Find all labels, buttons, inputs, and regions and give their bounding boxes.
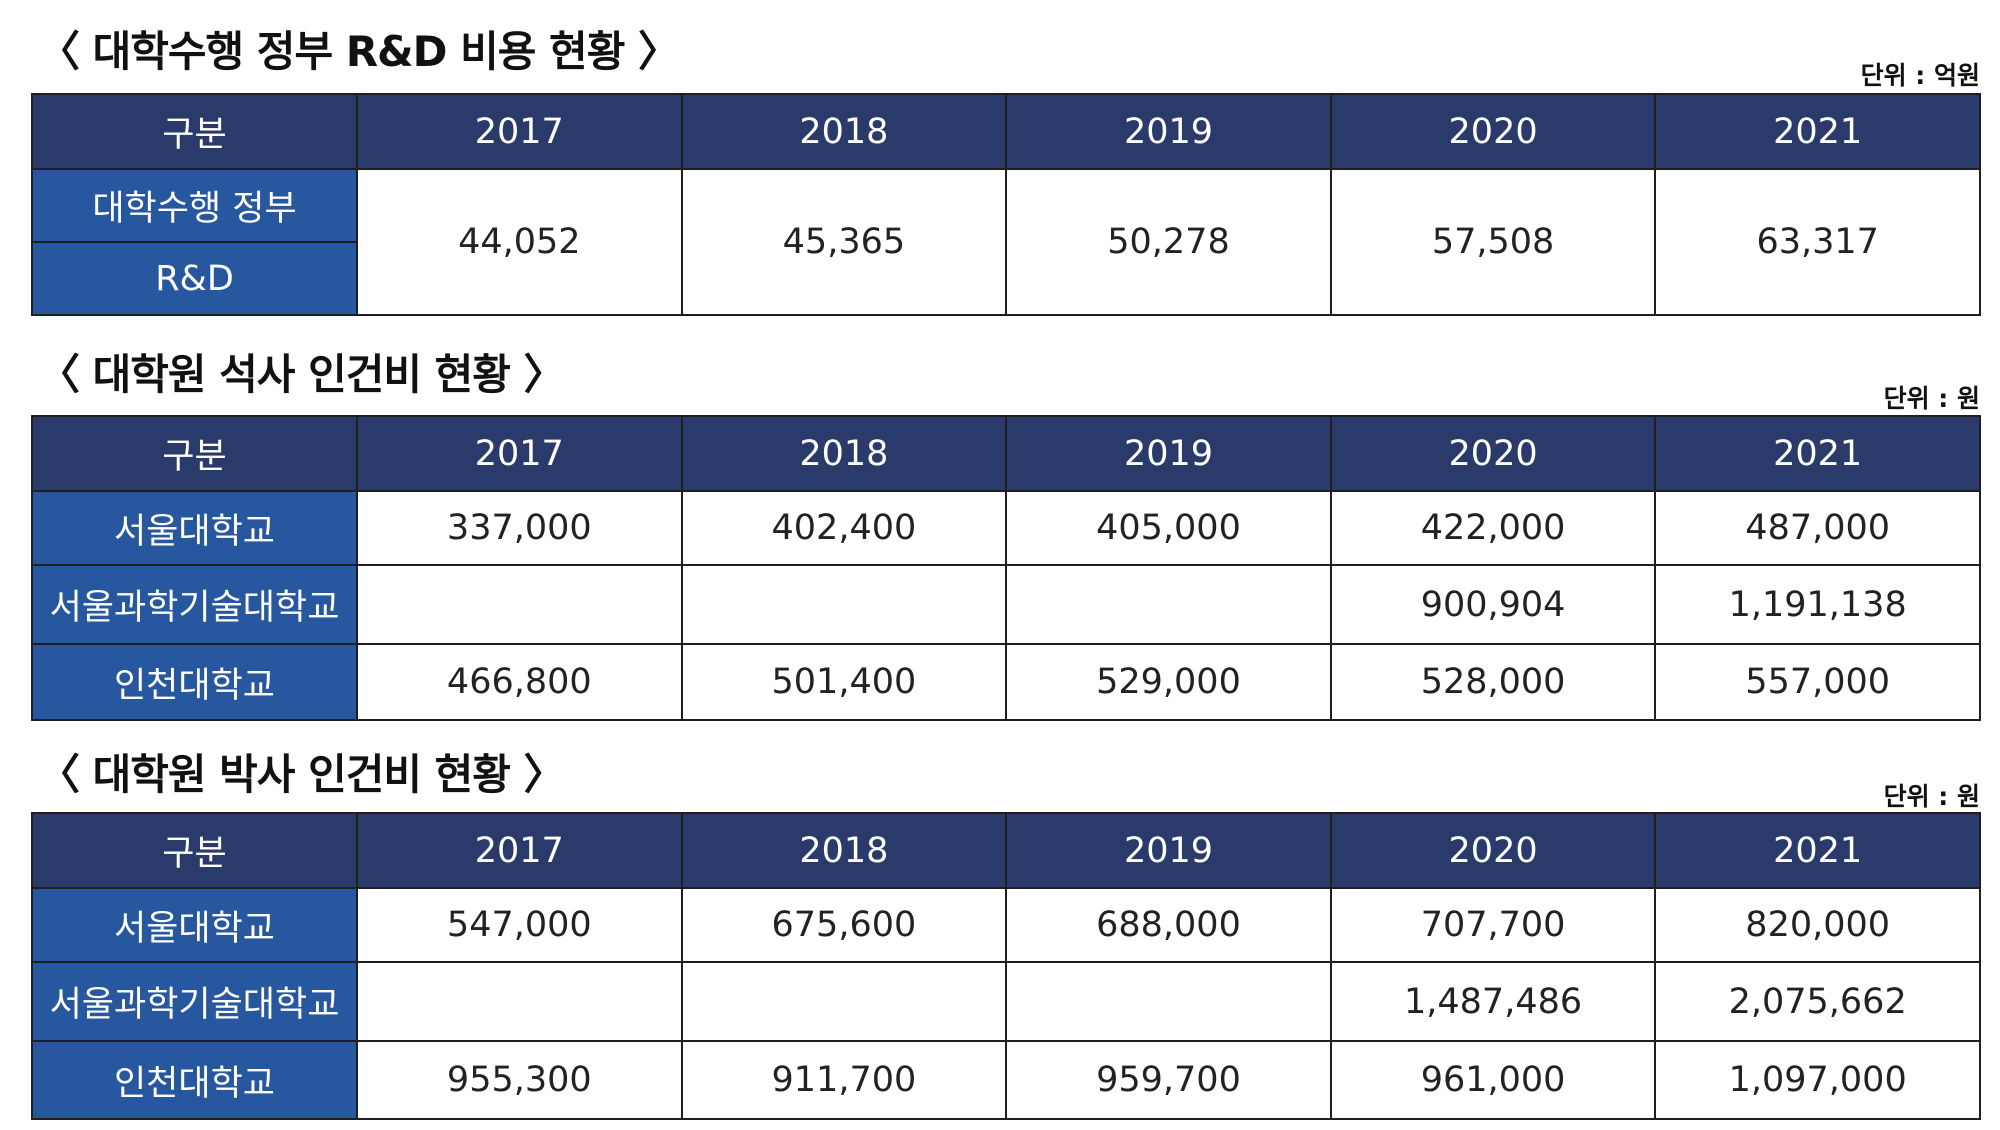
table-cell: 45,365 xyxy=(680,168,1008,316)
table-cell: 50,278 xyxy=(1005,168,1332,316)
header-category: 구분 xyxy=(31,812,358,889)
section-title: 〈 대학원 석사 인건비 현황 〉 xyxy=(38,350,566,399)
masters-pay-table: 구분 2017 2018 2019 2020 2021 서울대학교 337,00… xyxy=(31,415,1981,721)
table-cell: 1,191,138 xyxy=(1654,564,1981,645)
table-cell: 900,904 xyxy=(1329,564,1657,645)
row-label: 서울대학교 xyxy=(31,490,358,566)
table-cell: 487,000 xyxy=(1654,490,1981,566)
header-year: 2020 xyxy=(1329,812,1657,889)
table-row: 인천대학교 466,800 501,400 529,000 528,000 55… xyxy=(31,643,1981,721)
table-row: 대학수행 정부 44,052 45,365 50,278 57,508 63,3… xyxy=(31,168,1981,316)
table-cell xyxy=(1005,961,1332,1042)
table-cell: 955,300 xyxy=(356,1040,683,1120)
table-row: 서울과학기술대학교 900,904 1,191,138 xyxy=(31,564,1981,645)
table-cell: 422,000 xyxy=(1329,490,1657,566)
table-cell: 557,000 xyxy=(1654,643,1981,721)
table-cell: 675,600 xyxy=(680,887,1008,963)
table-cell: 688,000 xyxy=(1005,887,1332,963)
table-row: R&D xyxy=(31,241,1980,316)
unit-label: 단위 : 원 xyxy=(1883,782,1980,811)
header-year: 2019 xyxy=(1005,415,1332,492)
table-cell: 1,097,000 xyxy=(1654,1040,1981,1120)
table-row: 인천대학교 955,300 911,700 959,700 961,000 1,… xyxy=(31,1040,1981,1120)
table-row: 서울과학기술대학교 1,487,486 2,075,662 xyxy=(31,961,1981,1042)
header-year: 2019 xyxy=(1005,812,1332,889)
table-header-row: 구분 2017 2018 2019 2020 2021 xyxy=(31,812,1981,889)
table-cell xyxy=(356,564,683,645)
table-row: 서울대학교 337,000 402,400 405,000 422,000 48… xyxy=(31,490,1981,566)
table-cell: 820,000 xyxy=(1654,887,1981,963)
header-year: 2021 xyxy=(1654,93,1981,170)
header-year: 2017 xyxy=(356,812,683,889)
header-year: 2017 xyxy=(356,93,683,170)
unit-label: 단위 : 원 xyxy=(1883,384,1980,413)
header-year: 2019 xyxy=(1005,93,1332,170)
rnd-cost-table: 구분 2017 2018 2019 2020 2021 대학수행 정부 44,0… xyxy=(31,93,1981,316)
row-label: 인천대학교 xyxy=(31,643,358,721)
table-cell: 44,052 xyxy=(356,168,683,316)
section-title: 〈 대학원 박사 인건비 현황 〉 xyxy=(38,750,566,799)
header-category: 구분 xyxy=(31,93,358,170)
header-year: 2021 xyxy=(1654,415,1981,492)
header-year: 2020 xyxy=(1329,415,1657,492)
table-cell: 2,075,662 xyxy=(1654,961,1981,1042)
table-cell xyxy=(680,564,1008,645)
phd-pay-table: 구분 2017 2018 2019 2020 2021 서울대학교 547,00… xyxy=(31,812,1981,1120)
table-cell: 911,700 xyxy=(680,1040,1008,1120)
table-cell: 529,000 xyxy=(1005,643,1332,721)
table-cell xyxy=(356,961,683,1042)
unit-label: 단위 : 억원 xyxy=(1860,61,1980,90)
table-cell: 961,000 xyxy=(1329,1040,1657,1120)
table-header-row: 구분 2017 2018 2019 2020 2021 xyxy=(31,415,1981,492)
table-cell: 337,000 xyxy=(356,490,683,566)
row-label: 서울대학교 xyxy=(31,887,358,963)
header-year: 2017 xyxy=(356,415,683,492)
table-header-row: 구분 2017 2018 2019 2020 2021 xyxy=(31,93,1981,170)
table-cell: 405,000 xyxy=(1005,490,1332,566)
table-cell: 466,800 xyxy=(356,643,683,721)
row-label: 서울과학기술대학교 xyxy=(31,961,358,1042)
table-cell: 402,400 xyxy=(680,490,1008,566)
table-cell: 707,700 xyxy=(1329,887,1657,963)
table-cell xyxy=(1005,564,1332,645)
header-year: 2021 xyxy=(1654,812,1981,889)
table-cell: 63,317 xyxy=(1654,168,1981,316)
table-cell xyxy=(680,961,1008,1042)
row-label: R&D xyxy=(31,241,358,316)
table-cell: 1,487,486 xyxy=(1329,961,1657,1042)
header-year: 2018 xyxy=(680,93,1008,170)
table-cell: 528,000 xyxy=(1329,643,1657,721)
row-label: 인천대학교 xyxy=(31,1040,358,1120)
table-row: 서울대학교 547,000 675,600 688,000 707,700 82… xyxy=(31,887,1981,963)
header-year: 2018 xyxy=(680,812,1008,889)
row-label: 서울과학기술대학교 xyxy=(31,564,358,645)
header-category: 구분 xyxy=(31,415,358,492)
table-cell: 547,000 xyxy=(356,887,683,963)
table-cell: 501,400 xyxy=(680,643,1008,721)
table-cell: 57,508 xyxy=(1329,168,1657,316)
section-title: 〈 대학수행 정부 R&D 비용 현황 〉 xyxy=(38,27,680,76)
row-label: 대학수행 정부 xyxy=(31,168,358,243)
header-year: 2018 xyxy=(680,415,1008,492)
header-year: 2020 xyxy=(1329,93,1657,170)
table-cell: 959,700 xyxy=(1005,1040,1332,1120)
